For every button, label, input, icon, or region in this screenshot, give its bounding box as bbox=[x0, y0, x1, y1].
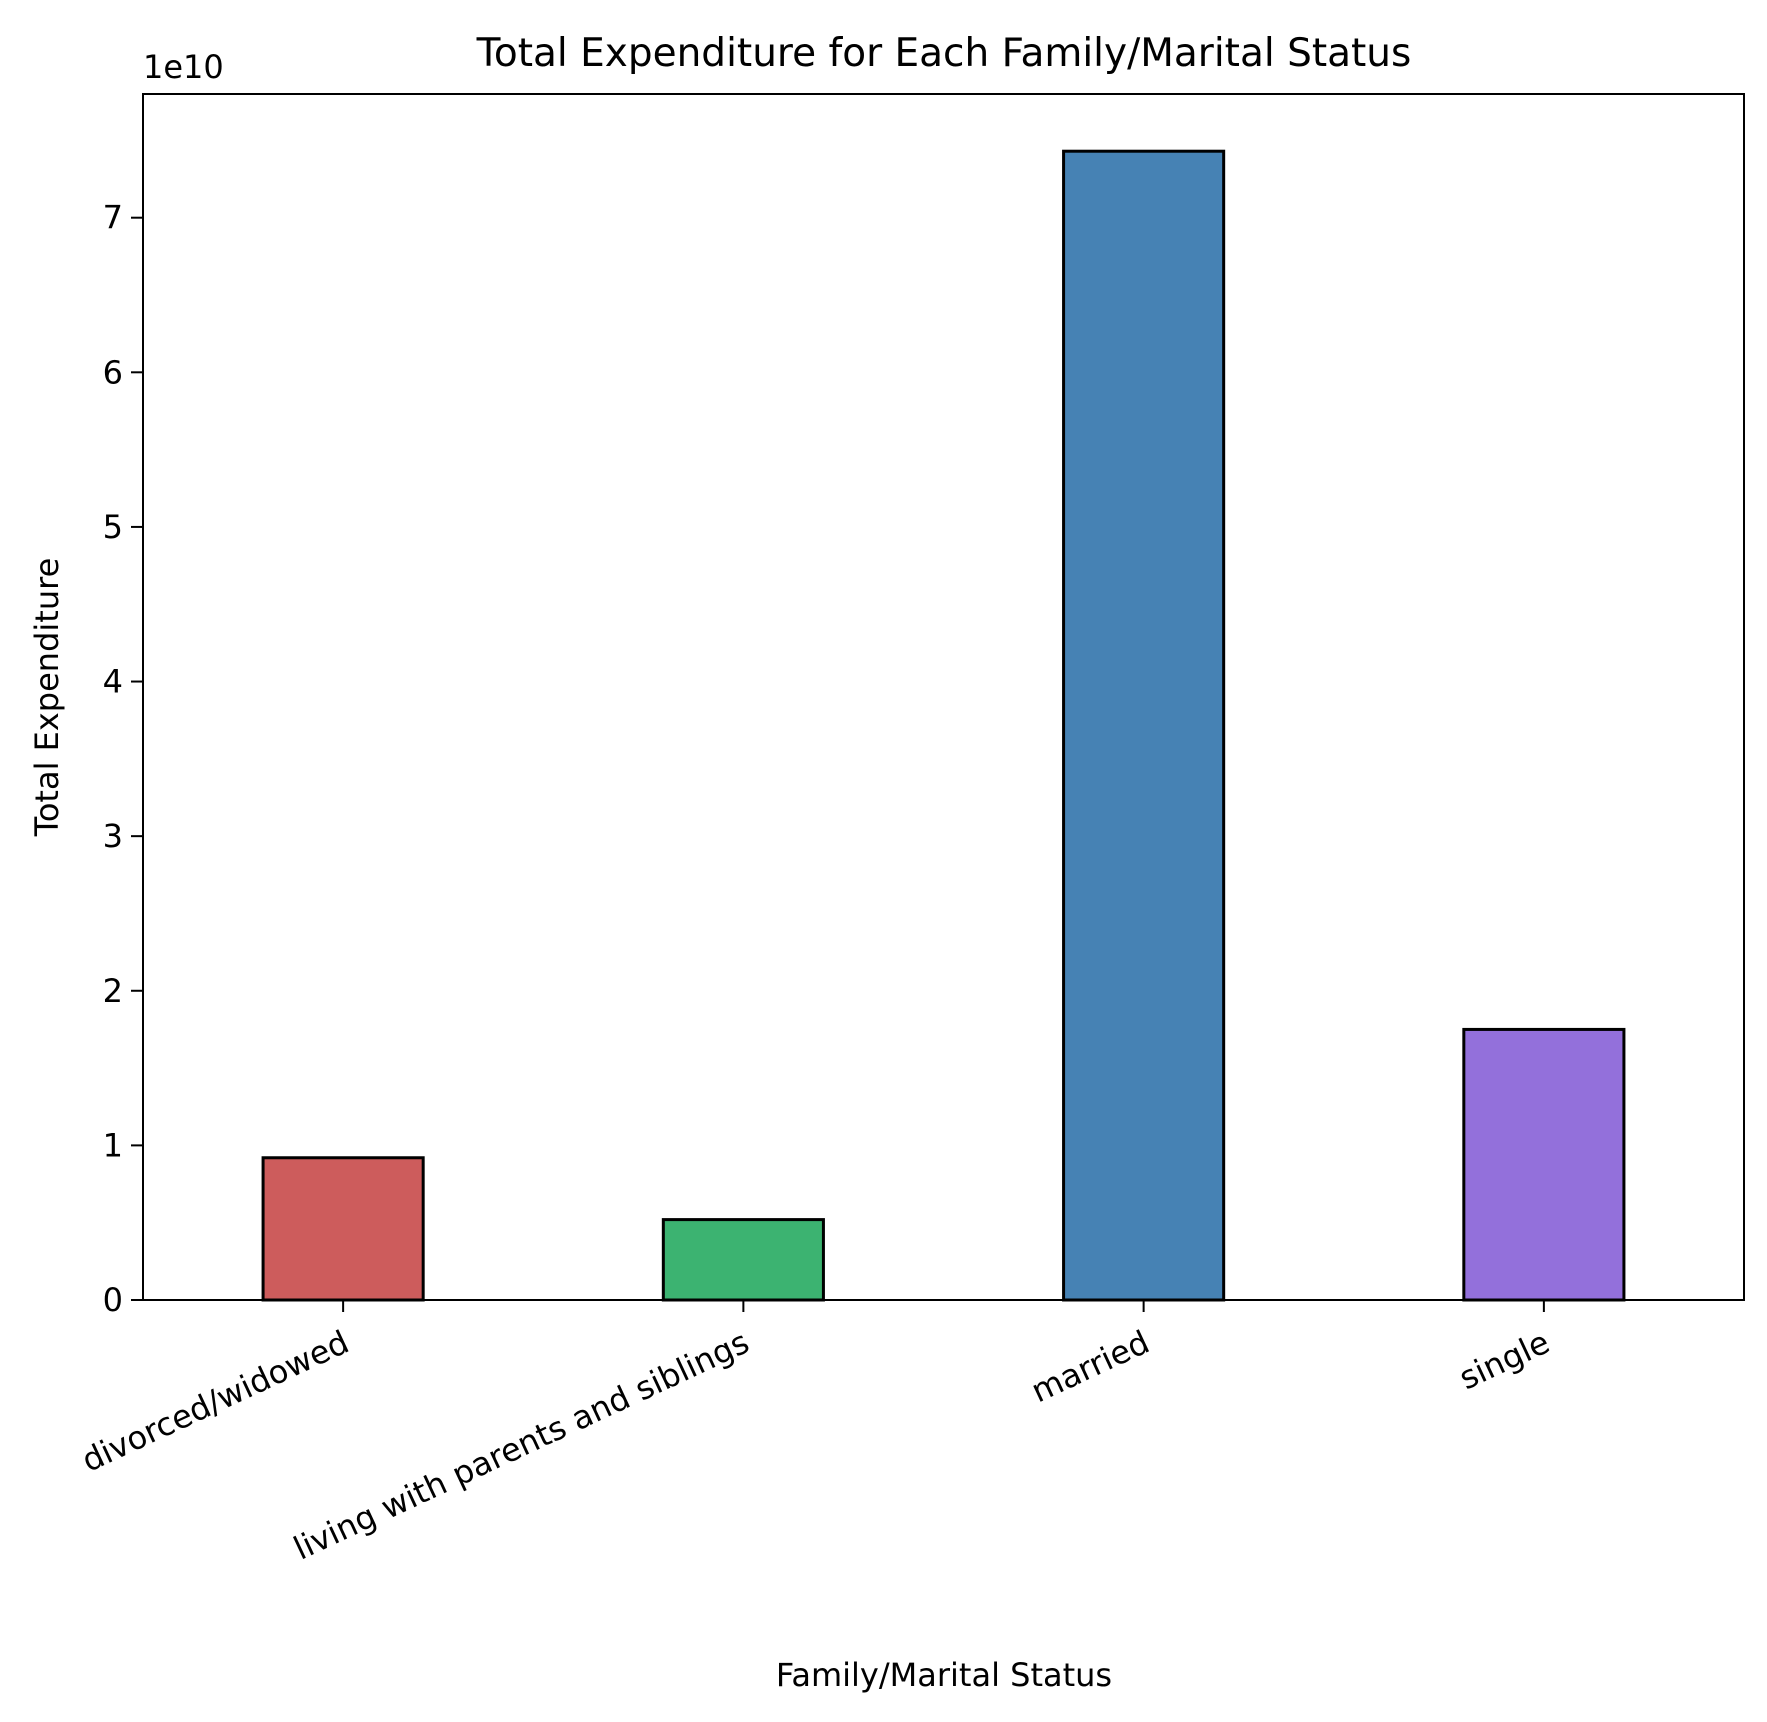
y-tick-label-6: 6 bbox=[103, 353, 123, 391]
plot-frame bbox=[142, 93, 1745, 1301]
chart-title: Total Expenditure for Each Family/Marita… bbox=[476, 31, 1412, 76]
bar-2 bbox=[1062, 149, 1226, 1302]
bars-group bbox=[261, 149, 1626, 1302]
y-ticks-group: 0 1 2 3 4 5 6 7 bbox=[103, 199, 143, 1319]
y-tick-label-1: 1 bbox=[103, 1126, 123, 1164]
y-offset-label: 1e10 bbox=[143, 48, 224, 86]
y-tick-label-3: 3 bbox=[103, 817, 123, 855]
x-tick-label-0: divorced/widowed bbox=[76, 1323, 355, 1480]
y-tick-label-0: 0 bbox=[103, 1281, 123, 1319]
y-tick-label-2: 2 bbox=[103, 972, 123, 1010]
y-tick-label-4: 4 bbox=[103, 663, 123, 701]
y-tick-label-5: 5 bbox=[103, 508, 123, 546]
x-axis-label: Family/Marital Status bbox=[776, 1656, 1112, 1694]
x-tick-label-3: single bbox=[1453, 1323, 1555, 1397]
x-tick-label-2: married bbox=[1025, 1323, 1155, 1410]
bar-0 bbox=[261, 1156, 425, 1302]
x-tick-label-1: living with parents and siblings bbox=[288, 1323, 755, 1568]
bar-1 bbox=[661, 1218, 825, 1302]
y-tick-label-7: 7 bbox=[103, 199, 123, 237]
bar-3 bbox=[1462, 1027, 1626, 1302]
y-axis-label: Total Expenditure bbox=[28, 558, 66, 838]
